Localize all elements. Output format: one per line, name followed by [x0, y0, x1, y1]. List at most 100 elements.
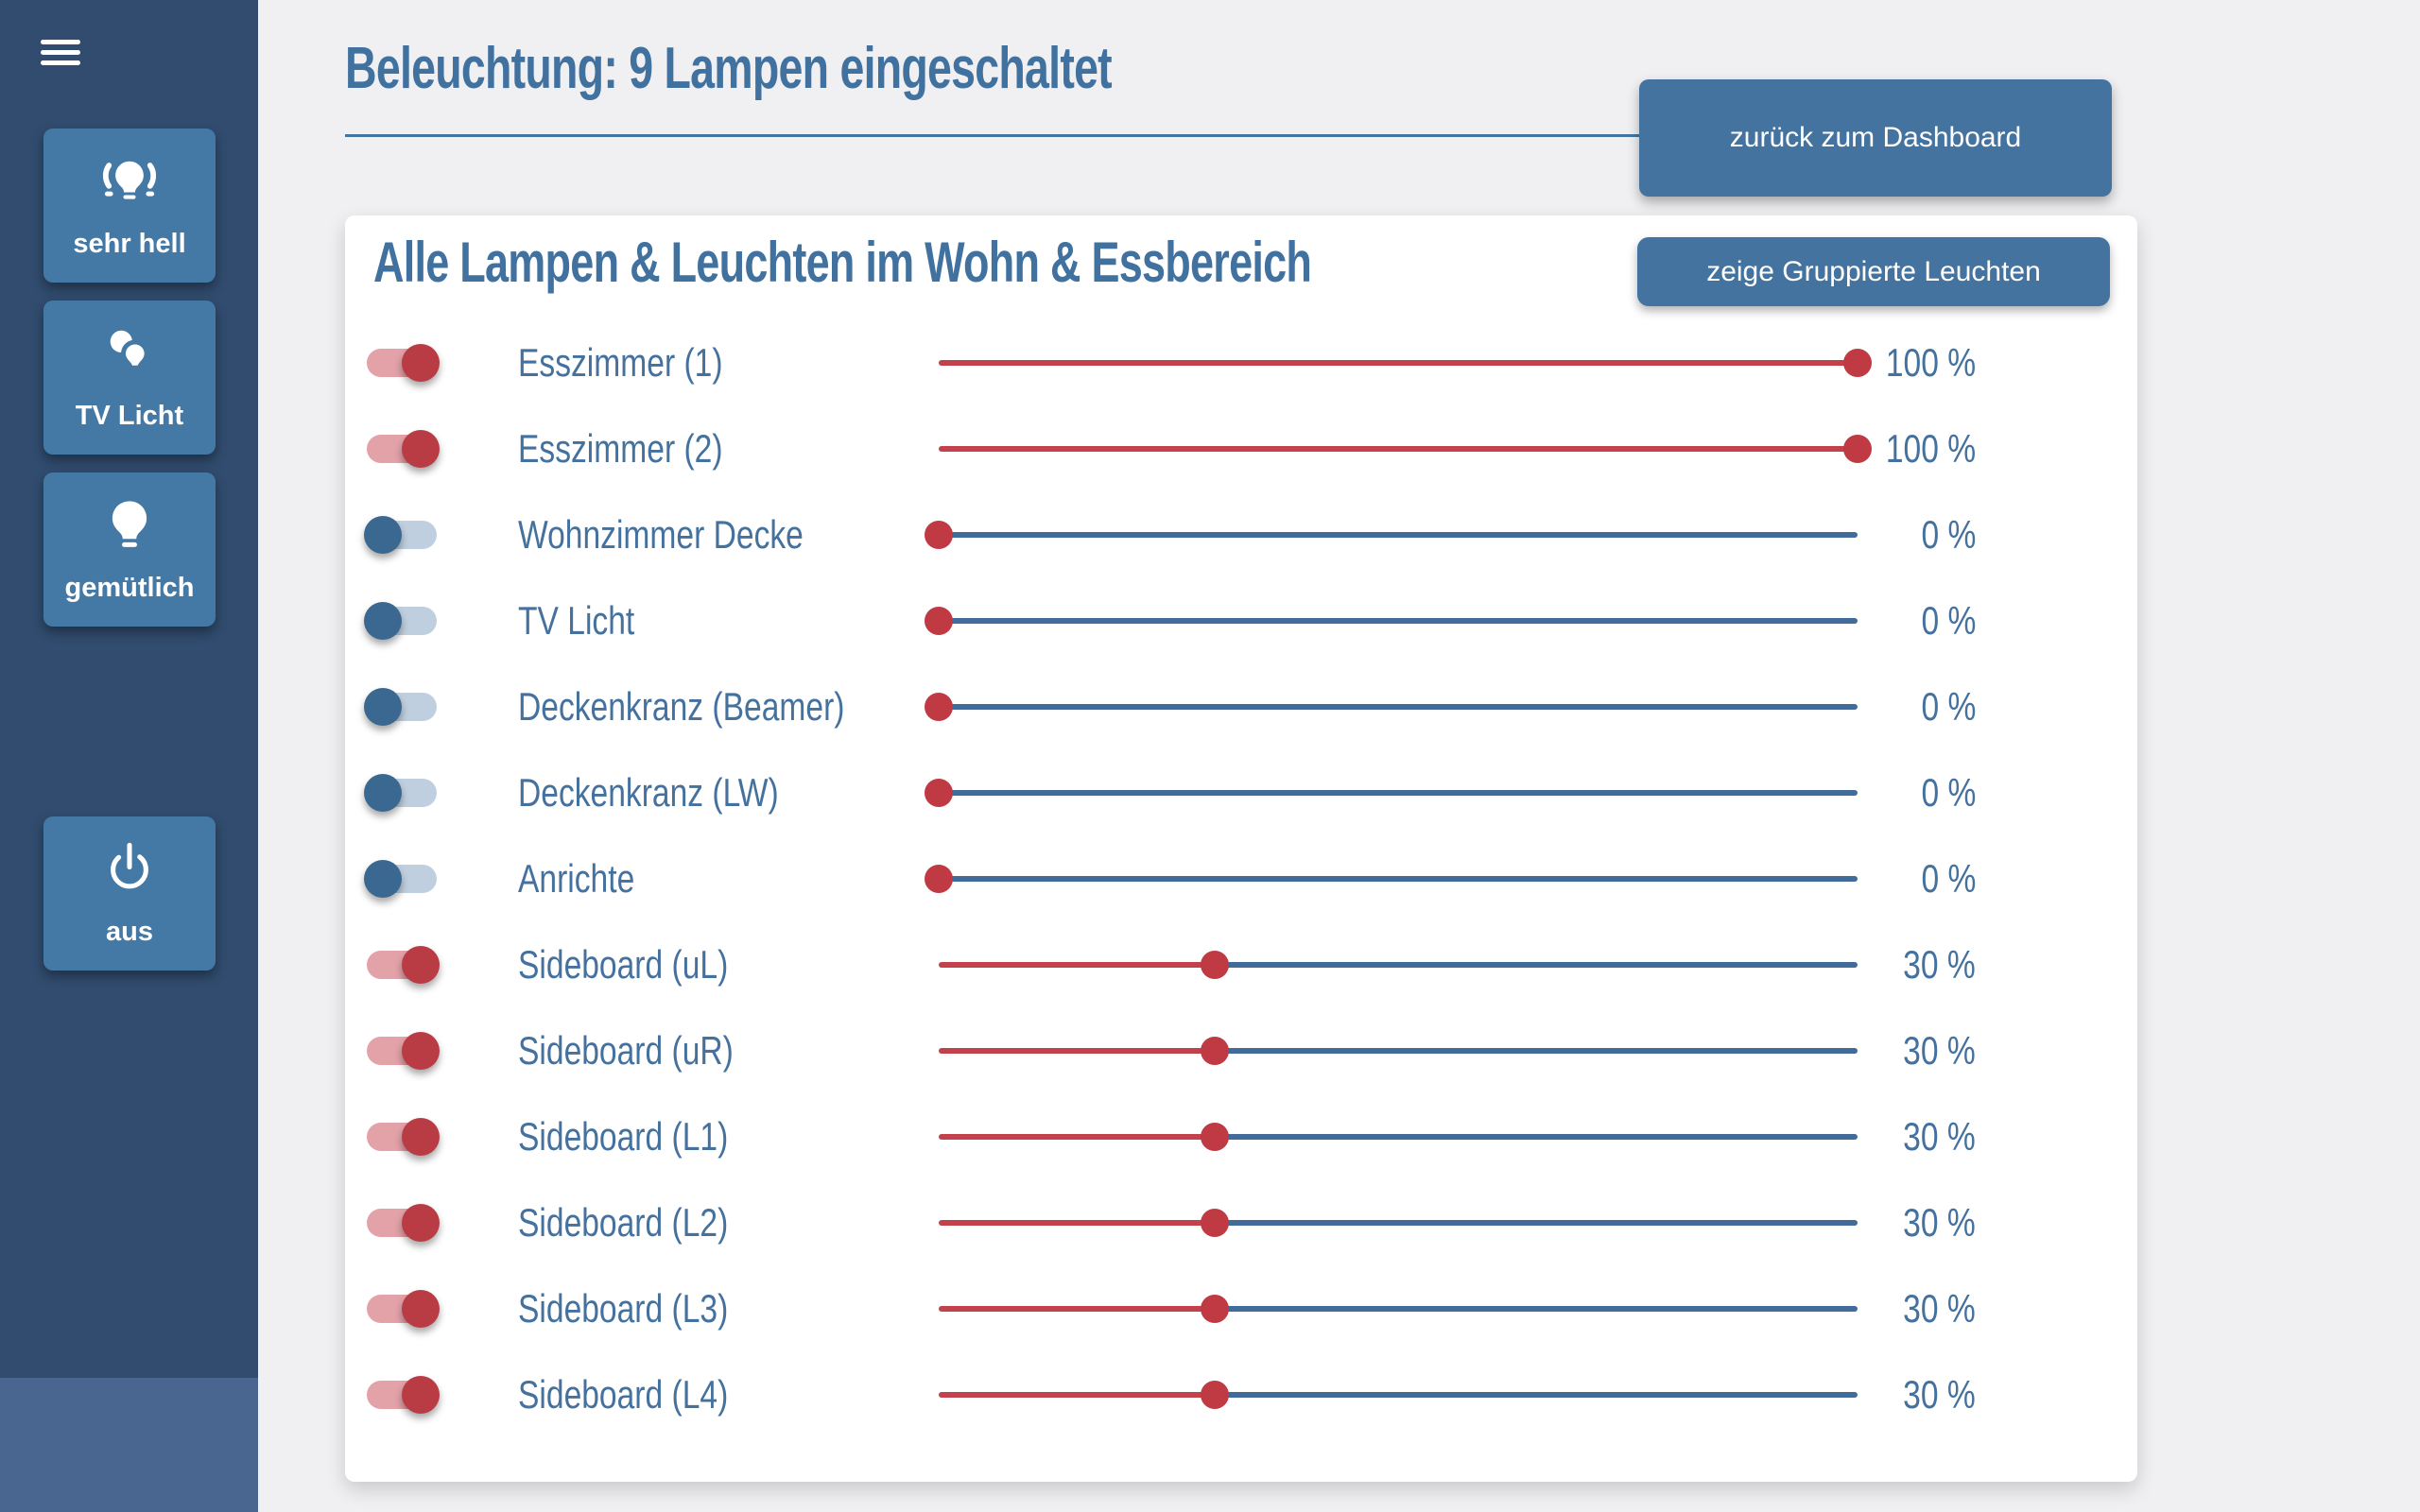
light-toggle[interactable] — [367, 1289, 440, 1328]
light-row: Sideboard (L2) 30 % — [345, 1179, 2137, 1265]
brightness-slider[interactable] — [925, 602, 1858, 640]
scene-label: gemütlich — [64, 573, 195, 603]
power-icon — [102, 841, 157, 896]
brightness-slider[interactable] — [925, 516, 1858, 554]
light-toggle[interactable] — [364, 687, 437, 726]
scene-button-tv-licht[interactable]: TV Licht — [43, 301, 216, 455]
slider-handle[interactable] — [1200, 950, 1229, 979]
light-toggle[interactable] — [367, 1375, 440, 1414]
light-toggle[interactable] — [364, 773, 437, 812]
light-percent: 30 % — [1903, 1113, 1976, 1159]
slider-handle[interactable] — [1200, 1294, 1229, 1323]
light-percent: 0 % — [1921, 511, 1976, 557]
slider-handle[interactable] — [1200, 1036, 1229, 1065]
slider-inactive-track — [939, 789, 1858, 796]
light-percent: 0 % — [1921, 683, 1976, 729]
brightness-slider[interactable] — [939, 946, 1858, 984]
light-name: Anrichte — [518, 855, 635, 901]
toggle-knob — [402, 343, 440, 382]
slider-inactive-track — [939, 875, 1858, 882]
light-row: Sideboard (uR) 30 % — [345, 1007, 2137, 1093]
slider-inactive-track — [1214, 1219, 1858, 1226]
light-row: Sideboard (L4) 30 % — [345, 1351, 2137, 1437]
brightness-slider[interactable] — [939, 344, 1872, 382]
brightness-slider[interactable] — [939, 1118, 1858, 1156]
light-toggle[interactable] — [364, 859, 437, 898]
slider-handle[interactable] — [1200, 1380, 1229, 1409]
light-name: Sideboard (L2) — [518, 1199, 729, 1245]
light-name: Sideboard (uL) — [518, 941, 729, 987]
light-toggle[interactable] — [367, 343, 440, 382]
toggle-knob — [364, 687, 402, 726]
light-percent: 30 % — [1903, 1371, 1976, 1417]
light-toggle[interactable] — [367, 429, 440, 468]
slider-handle[interactable] — [925, 692, 953, 721]
brightness-slider[interactable] — [939, 1032, 1858, 1070]
light-toggle[interactable] — [364, 515, 437, 554]
brightness-slider[interactable] — [925, 860, 1858, 898]
light-name: Deckenkranz (LW) — [518, 769, 779, 815]
slider-inactive-track — [1214, 1047, 1858, 1054]
light-name: Esszimmer (2) — [518, 425, 723, 471]
light-name: Sideboard (uR) — [518, 1027, 734, 1073]
scene-button-list: sehr hell TV Licht gemütlich aus — [43, 129, 216, 971]
light-toggle[interactable] — [367, 945, 440, 984]
menu-button[interactable] — [41, 36, 80, 68]
light-row-list: Esszimmer (1) 100 % Esszimmer (2) 100 % … — [345, 319, 2137, 1437]
light-toggle[interactable] — [367, 1203, 440, 1242]
light-toggle[interactable] — [367, 1117, 440, 1156]
slider-inactive-track — [939, 531, 1858, 538]
sidebar-bottom-strip — [0, 1378, 258, 1512]
slider-handle[interactable] — [1200, 1208, 1229, 1237]
slider-active-track — [939, 359, 1858, 366]
slider-active-track — [939, 1133, 1215, 1140]
bulbs-double-icon — [102, 325, 157, 380]
slider-inactive-track — [1214, 961, 1858, 968]
toggle-knob — [364, 601, 402, 640]
light-toggle[interactable] — [367, 1031, 440, 1070]
show-grouped-lights-button[interactable]: zeige Gruppierte Leuchten — [1637, 237, 2110, 306]
slider-handle[interactable] — [1200, 1122, 1229, 1151]
brightness-slider[interactable] — [939, 430, 1872, 468]
hamburger-icon — [41, 39, 80, 65]
light-row: Sideboard (L3) 30 % — [345, 1265, 2137, 1351]
brightness-slider[interactable] — [939, 1204, 1858, 1242]
slider-handle[interactable] — [925, 606, 953, 635]
slider-inactive-track — [1214, 1305, 1858, 1312]
light-percent: 0 % — [1921, 769, 1976, 815]
scene-button-aus[interactable]: aus — [43, 816, 216, 971]
light-percent: 100 % — [1885, 425, 1976, 471]
toggle-knob — [364, 515, 402, 554]
page-title: Beleuchtung: 9 Lampen eingeschaltet — [345, 36, 1113, 101]
lights-panel: Alle Lampen & Leuchten im Wohn & Essbere… — [345, 215, 2137, 1482]
brightness-slider[interactable] — [925, 774, 1858, 812]
light-percent: 30 % — [1903, 1285, 1976, 1331]
slider-handle[interactable] — [925, 778, 953, 807]
light-percent: 30 % — [1903, 941, 1976, 987]
slider-handle[interactable] — [925, 864, 953, 893]
slider-handle[interactable] — [1843, 434, 1872, 463]
light-percent: 100 % — [1885, 339, 1976, 385]
slider-active-track — [939, 445, 1858, 452]
slider-active-track — [939, 1305, 1215, 1312]
light-row: Anrichte 0 % — [345, 835, 2137, 921]
toggle-knob — [402, 1031, 440, 1070]
light-row: Sideboard (uL) 30 % — [345, 921, 2137, 1007]
brightness-slider[interactable] — [939, 1290, 1858, 1328]
slider-handle[interactable] — [925, 520, 953, 549]
light-row: Deckenkranz (Beamer) 0 % — [345, 663, 2137, 749]
toggle-knob — [402, 1375, 440, 1414]
scene-button-gemütlich[interactable]: gemütlich — [43, 472, 216, 627]
slider-handle[interactable] — [1843, 348, 1872, 377]
light-row: Esszimmer (1) 100 % — [345, 319, 2137, 405]
toggle-knob — [402, 429, 440, 468]
slider-inactive-track — [939, 617, 1858, 624]
light-percent: 30 % — [1903, 1027, 1976, 1073]
brightness-slider[interactable] — [925, 688, 1858, 726]
light-toggle[interactable] — [364, 601, 437, 640]
scene-button-sehr-hell[interactable]: sehr hell — [43, 129, 216, 283]
brightness-slider[interactable] — [939, 1376, 1858, 1414]
toggle-knob — [364, 773, 402, 812]
back-to-dashboard-button[interactable]: zurück zum Dashboard — [1639, 79, 2112, 197]
light-row: Sideboard (L1) 30 % — [345, 1093, 2137, 1179]
